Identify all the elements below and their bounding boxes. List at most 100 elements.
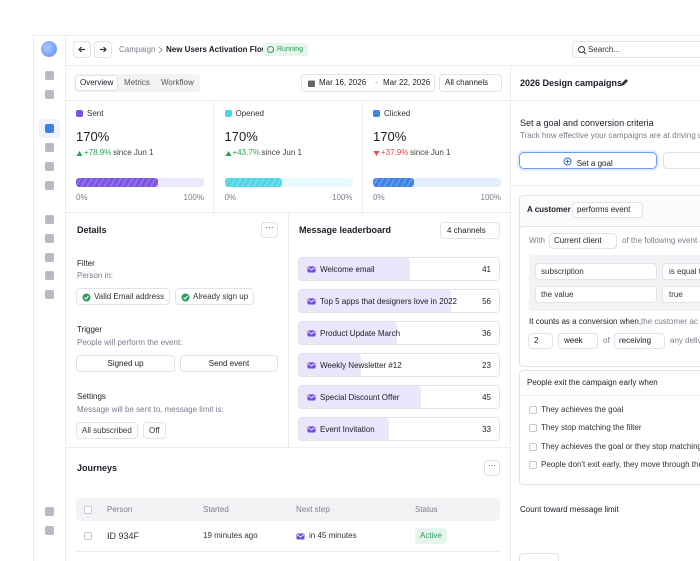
tab[interactable]: Workflow bbox=[161, 78, 194, 87]
chip[interactable]: Off bbox=[143, 422, 166, 439]
leaderboard-count: 23 bbox=[482, 361, 491, 370]
nav-icon[interactable] bbox=[45, 526, 54, 535]
bottom-button[interactable] bbox=[519, 553, 559, 561]
chip[interactable]: All subscribed bbox=[76, 422, 138, 439]
search-icon bbox=[578, 46, 587, 55]
progress-track bbox=[224, 178, 353, 187]
stat-change: +43.7% bbox=[232, 148, 260, 157]
trend-icon bbox=[225, 151, 231, 156]
row-border bbox=[65, 447, 510, 448]
select[interactable]: true bbox=[662, 286, 700, 303]
panel-border bbox=[510, 65, 511, 561]
edit-icon[interactable] bbox=[620, 78, 629, 87]
leaderboard-name: Weekly Newsletter #12 bbox=[320, 361, 402, 370]
back-button[interactable] bbox=[73, 41, 91, 58]
nav-icon[interactable] bbox=[45, 162, 54, 171]
nav-icon[interactable] bbox=[45, 290, 54, 299]
with-label: With bbox=[529, 236, 545, 245]
chip-text: Already sign up bbox=[193, 292, 249, 301]
nav-icon[interactable] bbox=[45, 181, 54, 190]
check-icon bbox=[181, 293, 190, 302]
chip[interactable]: Valid Email address bbox=[76, 288, 171, 305]
trend-icon bbox=[76, 151, 83, 156]
nav-icon[interactable] bbox=[45, 124, 54, 133]
progress-min: 0% bbox=[373, 193, 385, 202]
leaderboard-name: Product Update March bbox=[320, 329, 401, 338]
progress-min: 0% bbox=[224, 193, 237, 202]
more-button[interactable]: ··· bbox=[261, 222, 278, 238]
checkbox[interactable] bbox=[529, 424, 537, 433]
conversion-rest: the customer ac bbox=[641, 317, 698, 326]
checkbox[interactable] bbox=[84, 506, 92, 514]
stat-label: Clicked bbox=[384, 109, 411, 118]
trigger-button[interactable]: Signed up bbox=[76, 355, 175, 372]
progress-max: 100% bbox=[332, 193, 353, 202]
leaderboard-row[interactable]: Weekly Newsletter #12 23 bbox=[298, 353, 500, 377]
col-border bbox=[288, 212, 289, 447]
mail-icon bbox=[307, 266, 316, 273]
progress-fill bbox=[373, 178, 414, 187]
leaderboard-filter-text: 4 channels bbox=[447, 226, 486, 235]
leaderboard-row[interactable]: Product Update March 36 bbox=[298, 321, 500, 345]
leaderboard-row[interactable]: Welcome email 41 bbox=[298, 257, 500, 281]
chip[interactable]: Already sign up bbox=[175, 288, 255, 305]
stat-since: since Jun 1 bbox=[113, 148, 154, 157]
select[interactable]: 2 bbox=[528, 333, 553, 349]
of-label: of bbox=[603, 336, 610, 345]
nav-icon[interactable] bbox=[45, 90, 54, 99]
nav-icon[interactable] bbox=[45, 143, 54, 152]
breadcrumb[interactable]: Campaign bbox=[119, 45, 156, 54]
forward-button[interactable] bbox=[94, 41, 112, 58]
select[interactable]: Current client bbox=[549, 233, 617, 249]
checkbox[interactable] bbox=[529, 460, 537, 469]
trigger-button[interactable]: Send event bbox=[180, 355, 278, 372]
leaderboard-count: 56 bbox=[482, 297, 491, 306]
select[interactable]: performs event bbox=[572, 202, 643, 218]
status-badge: Running bbox=[263, 43, 309, 56]
channel-select[interactable]: All channels bbox=[439, 74, 502, 92]
checkbox[interactable] bbox=[84, 532, 92, 540]
select-text: Current client bbox=[554, 236, 602, 245]
secondary-button[interactable] bbox=[663, 152, 700, 169]
leaderboard-filter[interactable]: 4 channels bbox=[440, 222, 500, 239]
select[interactable]: subscription bbox=[535, 263, 657, 280]
exit-heading: People exit the campaign early when bbox=[527, 378, 658, 387]
leaderboard-bar bbox=[299, 322, 397, 344]
nav-icon[interactable] bbox=[45, 215, 54, 224]
nav-icon[interactable] bbox=[45, 234, 54, 243]
checkbox[interactable] bbox=[529, 442, 537, 451]
nav-icon[interactable] bbox=[45, 253, 54, 262]
select[interactable]: week bbox=[558, 333, 598, 349]
leaderboard-count: 41 bbox=[482, 265, 491, 274]
goal-button[interactable]: Set a goal bbox=[519, 152, 657, 169]
cell: ID 934F bbox=[107, 531, 140, 541]
select[interactable]: receiving bbox=[614, 333, 665, 349]
section-sub: Message will be sent to, message limit i… bbox=[77, 405, 224, 414]
checkbox[interactable] bbox=[529, 406, 537, 414]
date-sep: - bbox=[375, 78, 378, 87]
divider bbox=[510, 185, 700, 186]
tab[interactable]: Overview bbox=[76, 76, 118, 90]
select[interactable]: the value bbox=[535, 286, 657, 303]
search-placeholder: Search... bbox=[588, 45, 621, 54]
search-box[interactable]: Search... bbox=[572, 41, 700, 58]
select[interactable]: is equal t bbox=[662, 263, 700, 280]
exit-option: They achieves the goal bbox=[541, 405, 624, 414]
stat-change: +78.9% bbox=[84, 148, 112, 157]
nav-icon[interactable] bbox=[45, 71, 54, 80]
nav-icon[interactable] bbox=[45, 507, 54, 516]
mail-icon bbox=[307, 298, 316, 305]
tab[interactable]: Metrics bbox=[124, 78, 150, 87]
date-picker[interactable]: Mar 16, 2026 - Mar 22, 2026 bbox=[301, 74, 435, 92]
leaderboard-row[interactable]: Event Invitation 33 bbox=[298, 417, 500, 441]
logo bbox=[41, 41, 57, 57]
customer-label: A customer bbox=[527, 205, 571, 214]
any-label: any deliv bbox=[670, 336, 700, 345]
more-button[interactable]: ··· bbox=[484, 460, 500, 476]
leaderboard-row[interactable]: Top 5 apps that designers love in 2022 56 bbox=[298, 289, 500, 313]
nav-icon[interactable] bbox=[45, 271, 54, 280]
leaderboard-title: Message leaderboard bbox=[299, 225, 392, 235]
exit-option: People don't exit early, they move throu… bbox=[541, 459, 700, 469]
leaderboard-row[interactable]: Special Discount Offer 45 bbox=[298, 385, 500, 409]
